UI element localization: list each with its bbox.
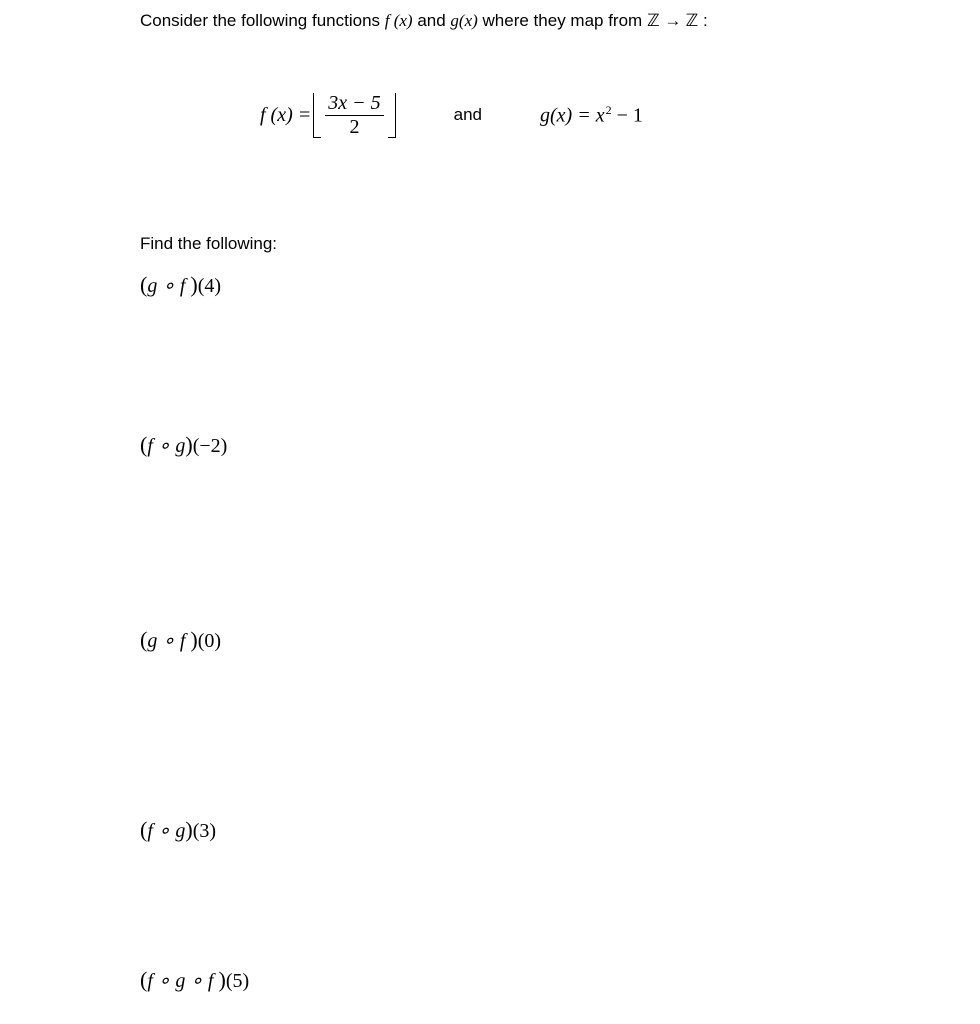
frac-den: 2 (349, 116, 359, 138)
q2-close: ) (185, 432, 192, 457)
q1: (g ∘ f )(4) (140, 270, 840, 300)
questions-section: Find the following: (g ∘ f )(4) (f ∘ g)(… (140, 233, 840, 995)
q2-open: ( (140, 432, 147, 457)
intro-colon: : (703, 11, 708, 30)
q4-arg: (3) (193, 820, 216, 842)
q2: (f ∘ g)(−2) (140, 430, 840, 460)
intro-prefix: Consider the following functions (140, 11, 385, 30)
q3-open: ( (140, 627, 147, 652)
and-word: and (454, 104, 482, 127)
intro-line: Consider the following functions f (x) a… (140, 10, 840, 33)
q5-open: ( (140, 967, 147, 992)
q4-open: ( (140, 817, 147, 842)
fraction: 3x − 5 2 (325, 93, 383, 138)
q2-arg: (−2) (193, 435, 228, 457)
fx-label: f (x) = (260, 102, 311, 129)
q1-open: ( (140, 272, 147, 297)
gx-label: g(x) = x (540, 104, 605, 126)
page-content: Consider the following functions f (x) a… (0, 0, 980, 995)
floor-left-bracket (313, 93, 321, 138)
gx-tail: − 1 (612, 104, 643, 126)
intro-and1: and (417, 11, 450, 30)
q3: (g ∘ f )(0) (140, 625, 840, 655)
gx-definition: g(x) = x2 − 1 (540, 102, 643, 130)
q3-close: ) (190, 627, 197, 652)
frac-num: 3x − 5 (325, 93, 383, 116)
q5-arg: (5) (226, 970, 249, 992)
q3-arg: (0) (198, 630, 221, 652)
fx-definition: f (x) = 3x − 5 2 (260, 93, 396, 138)
intro-mid: where they map from (483, 11, 647, 30)
q4: (f ∘ g)(3) (140, 815, 840, 845)
q1-body: g ∘ f (147, 275, 190, 297)
intro-Z2: ℤ (686, 11, 699, 30)
intro-gx: g(x) (450, 11, 477, 30)
intro-Z1: ℤ (647, 11, 660, 30)
floor-fraction: 3x − 5 2 (313, 93, 395, 138)
floor-right-bracket (388, 93, 396, 138)
q1-close: ) (190, 272, 197, 297)
q1-arg: (4) (198, 275, 221, 297)
q3-body: g ∘ f (147, 630, 190, 652)
q4-close: ) (185, 817, 192, 842)
intro-fx: f (x) (385, 11, 413, 30)
q5-close: ) (218, 967, 225, 992)
q5-body: f ∘ g ∘ f (147, 970, 218, 992)
find-label: Find the following: (140, 233, 840, 256)
q2-body: f ∘ g (147, 435, 185, 457)
q4-body: f ∘ g (147, 820, 185, 842)
q5: (f ∘ g ∘ f )(5) (140, 965, 840, 995)
intro-arrow: → (664, 11, 685, 30)
definitions-row: f (x) = 3x − 5 2 and g(x) = x2 − 1 (140, 93, 840, 138)
